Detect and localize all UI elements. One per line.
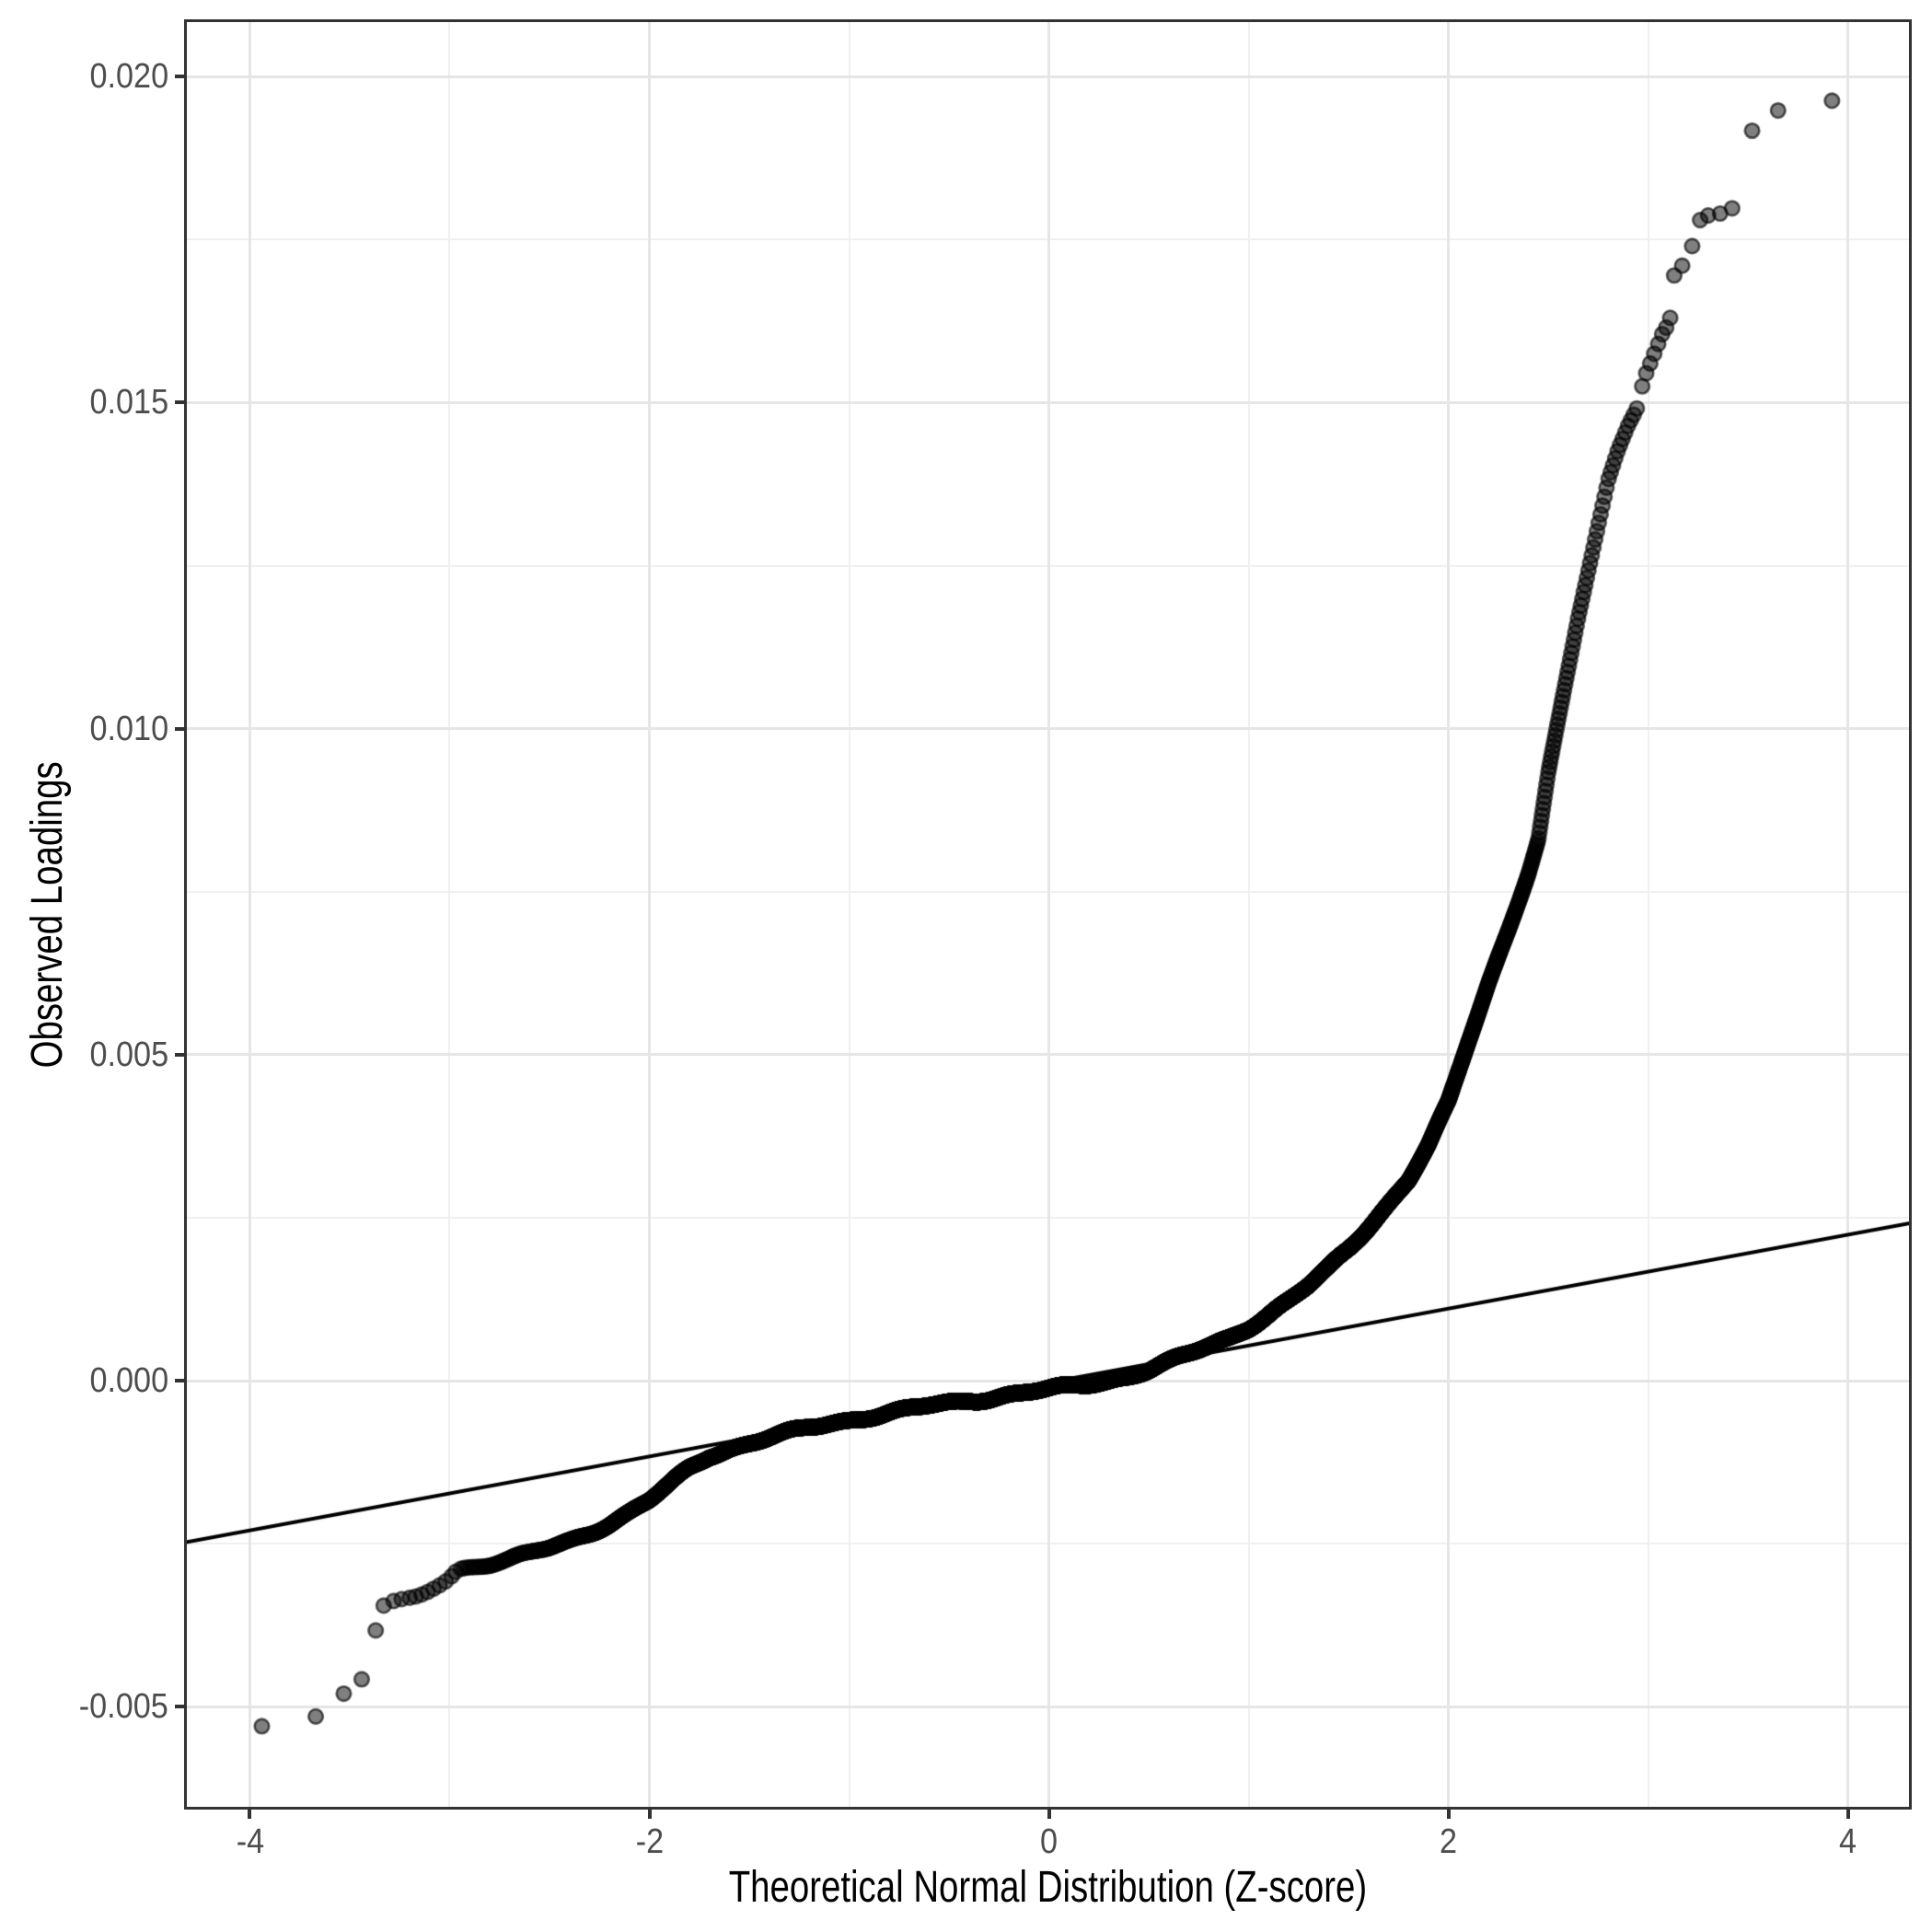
x-tick-mark — [1446, 1809, 1451, 1819]
y-tick-mark — [175, 726, 185, 731]
y-tick-label: 0.005 — [89, 1035, 168, 1074]
y-tick-label: -0.005 — [79, 1687, 168, 1727]
x-axis-title-text: Theoretical Normal Distribution (Z-score… — [728, 1863, 1368, 1912]
x-tick-label: 4 — [1839, 1822, 1857, 1861]
x-tick-label: -4 — [236, 1822, 264, 1861]
y-tick-label: 0.000 — [89, 1361, 168, 1400]
x-axis-title: Theoretical Normal Distribution (Z-score… — [404, 1861, 1693, 1915]
y-axis-title: Observed Loadings — [21, 271, 75, 1559]
y-tick-mark — [175, 1705, 185, 1709]
x-tick-mark — [248, 1809, 252, 1819]
x-tick-label: 2 — [1440, 1822, 1458, 1861]
y-axis-title-text: Observed Loadings — [23, 760, 72, 1069]
x-tick-label: 0 — [1040, 1822, 1059, 1861]
x-tick-mark — [647, 1809, 652, 1819]
y-tick-mark — [175, 75, 185, 79]
x-tick-label: -2 — [635, 1822, 664, 1861]
y-tick-mark — [175, 400, 185, 405]
x-tick-mark — [1047, 1809, 1051, 1819]
y-tick-mark — [175, 1052, 185, 1057]
x-tick-mark — [1845, 1809, 1850, 1819]
y-tick-label: 0.015 — [89, 383, 168, 422]
y-tick-label: 0.020 — [89, 57, 168, 97]
y-tick-mark — [175, 1379, 185, 1382]
y-tick-label: 0.010 — [89, 709, 168, 748]
